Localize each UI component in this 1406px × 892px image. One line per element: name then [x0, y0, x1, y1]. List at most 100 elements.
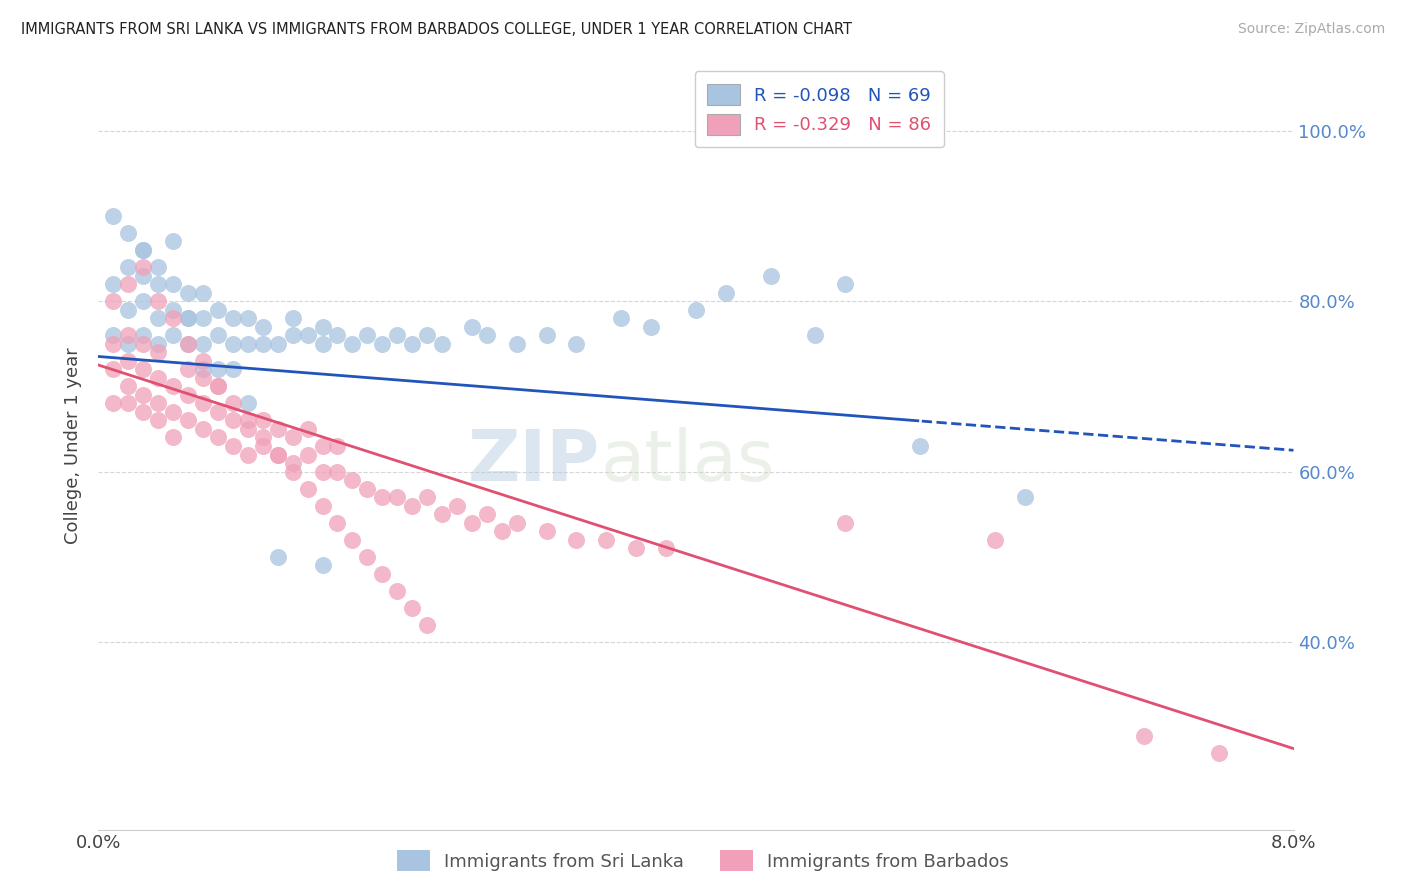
Point [148, 336, 170, 351]
Point [117, 353, 139, 368]
Point [148, 396, 170, 410]
Point [132, 260, 155, 274]
Point [326, 328, 349, 343]
Point [117, 379, 139, 393]
Point [236, 448, 259, 462]
Point [222, 336, 245, 351]
Point [191, 396, 214, 410]
Point [759, 268, 782, 283]
Point [297, 482, 319, 496]
Point [177, 388, 200, 402]
Point [177, 285, 200, 300]
Point [475, 328, 498, 343]
Point [908, 439, 931, 453]
Point [177, 311, 200, 326]
Y-axis label: College, Under 1 year: College, Under 1 year [63, 348, 82, 544]
Point [117, 396, 139, 410]
Point [461, 319, 484, 334]
Point [148, 277, 170, 291]
Point [148, 311, 170, 326]
Point [297, 422, 319, 436]
Point [162, 235, 184, 249]
Point [311, 336, 333, 351]
Point [655, 541, 678, 556]
Point [834, 277, 856, 291]
Point [236, 336, 259, 351]
Point [356, 482, 378, 496]
Point [132, 405, 155, 419]
Point [311, 439, 333, 453]
Point [222, 311, 245, 326]
Point [162, 379, 184, 393]
Point [177, 311, 200, 326]
Point [191, 353, 214, 368]
Point [132, 388, 155, 402]
Point [371, 490, 394, 504]
Point [236, 396, 259, 410]
Point [222, 362, 245, 376]
Point [252, 319, 274, 334]
Point [506, 516, 529, 530]
Point [430, 507, 453, 521]
Point [222, 413, 245, 427]
Point [132, 243, 155, 257]
Point [117, 302, 139, 317]
Point [595, 533, 617, 547]
Point [148, 294, 170, 309]
Point [565, 533, 588, 547]
Point [148, 413, 170, 427]
Point [162, 277, 184, 291]
Point [326, 439, 349, 453]
Point [536, 328, 558, 343]
Point [162, 328, 184, 343]
Point [103, 209, 125, 223]
Point [236, 311, 259, 326]
Point [356, 549, 378, 564]
Point [626, 541, 648, 556]
Point [685, 302, 707, 317]
Point [311, 465, 333, 479]
Point [132, 328, 155, 343]
Point [385, 490, 409, 504]
Point [103, 294, 125, 309]
Point [117, 260, 139, 274]
Point [103, 362, 125, 376]
Point [536, 524, 558, 539]
Text: atlas: atlas [600, 427, 775, 496]
Point [311, 319, 333, 334]
Point [236, 413, 259, 427]
Point [191, 422, 214, 436]
Point [236, 422, 259, 436]
Point [416, 490, 439, 504]
Point [207, 362, 229, 376]
Point [461, 516, 484, 530]
Point [834, 516, 856, 530]
Point [222, 396, 245, 410]
Point [252, 430, 274, 444]
Point [207, 328, 229, 343]
Point [252, 413, 274, 427]
Point [132, 268, 155, 283]
Point [416, 328, 439, 343]
Point [401, 336, 423, 351]
Point [132, 294, 155, 309]
Point [342, 473, 364, 487]
Point [385, 583, 409, 598]
Legend: R = -0.098   N = 69, R = -0.329   N = 86: R = -0.098 N = 69, R = -0.329 N = 86 [695, 71, 943, 147]
Point [117, 277, 139, 291]
Point [252, 336, 274, 351]
Point [1014, 490, 1036, 504]
Point [371, 566, 394, 581]
Point [610, 311, 633, 326]
Point [401, 601, 423, 615]
Point [148, 260, 170, 274]
Point [1208, 746, 1230, 760]
Point [117, 226, 139, 240]
Point [491, 524, 513, 539]
Point [117, 336, 139, 351]
Point [297, 448, 319, 462]
Point [356, 328, 378, 343]
Point [281, 328, 304, 343]
Point [117, 328, 139, 343]
Text: IMMIGRANTS FROM SRI LANKA VS IMMIGRANTS FROM BARBADOS COLLEGE, UNDER 1 YEAR CORR: IMMIGRANTS FROM SRI LANKA VS IMMIGRANTS … [21, 22, 852, 37]
